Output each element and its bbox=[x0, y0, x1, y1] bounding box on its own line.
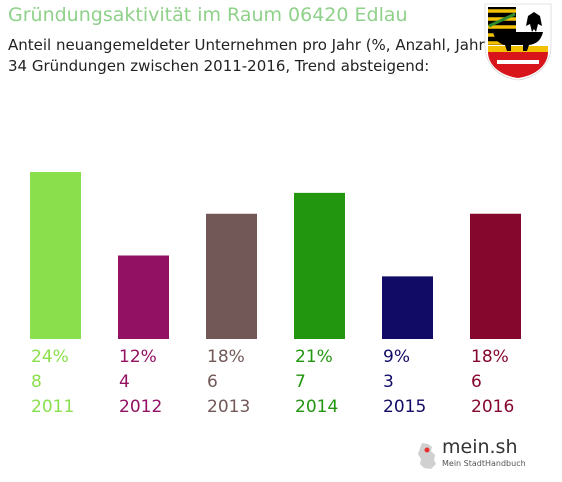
bar-2016 bbox=[470, 213, 521, 339]
bar-count-label: 7 bbox=[295, 372, 306, 392]
bar-count-label: 4 bbox=[119, 372, 130, 392]
chart-summary: 34 Gründungen zwischen 2011-2016, Trend … bbox=[8, 57, 430, 75]
logo-tagline: Mein StadtHandbuch bbox=[442, 459, 526, 468]
coat-of-arms-icon bbox=[484, 3, 552, 81]
bar-year-label: 2016 bbox=[471, 397, 515, 417]
bar-percent-label: 18% bbox=[471, 347, 509, 367]
bar-year-label: 2014 bbox=[295, 397, 339, 417]
bar-percent-label: 9% bbox=[383, 347, 410, 367]
bar-count-label: 8 bbox=[31, 372, 42, 392]
bar-year-label: 2012 bbox=[119, 397, 163, 417]
bar-count-label: 6 bbox=[471, 372, 482, 392]
bar-percent-label: 21% bbox=[295, 347, 333, 367]
bar-year-label: 2011 bbox=[31, 397, 75, 417]
bar-2013 bbox=[206, 213, 257, 339]
bar-count-label: 6 bbox=[207, 372, 218, 392]
bar-count-label: 3 bbox=[383, 372, 394, 392]
logo-name: mein.sh bbox=[442, 436, 518, 458]
germany-map-icon bbox=[418, 443, 436, 469]
chart-subtitle: Anteil neuangemeldeter Unternehmen pro J… bbox=[8, 36, 491, 54]
bar-2012 bbox=[118, 255, 169, 339]
brand-logo[interactable]: mein.sh Mein StadtHandbuch bbox=[416, 436, 528, 474]
bar-2015 bbox=[382, 276, 433, 339]
chart-title: Gründungsaktivität im Raum 06420 Edlau bbox=[8, 4, 408, 26]
bar-2011 bbox=[30, 172, 81, 339]
bar-percent-label: 12% bbox=[119, 347, 157, 367]
bar-2014 bbox=[294, 192, 345, 339]
bar-year-label: 2013 bbox=[207, 397, 251, 417]
bar-percent-label: 24% bbox=[31, 347, 69, 367]
bar-percent-label: 18% bbox=[207, 347, 245, 367]
bar-year-label: 2015 bbox=[383, 397, 427, 417]
